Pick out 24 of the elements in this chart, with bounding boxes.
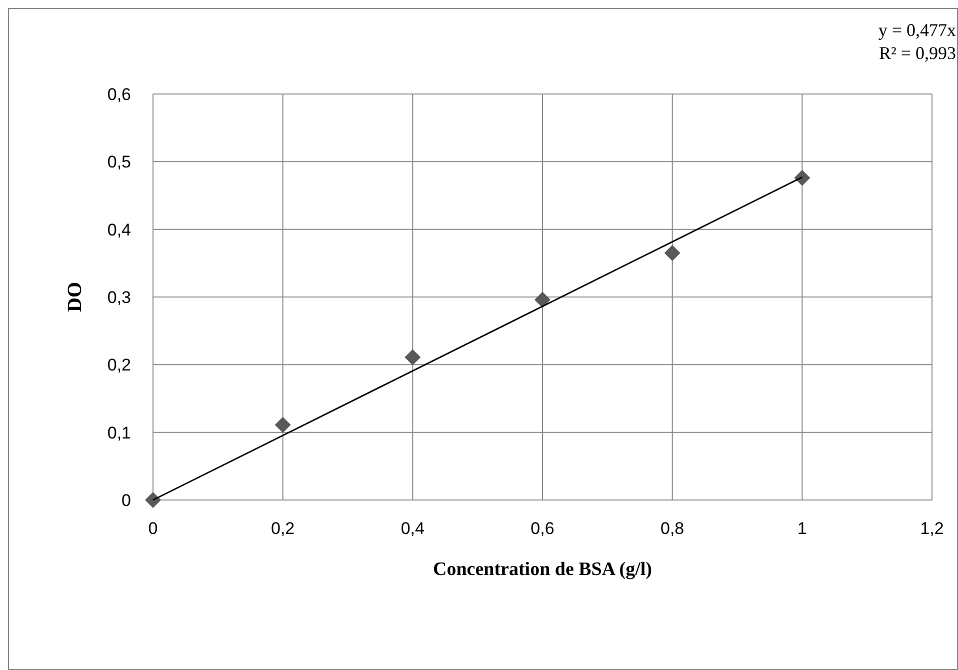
point (145, 492, 161, 508)
point (274, 416, 291, 433)
x-axis-title: Concentration de BSA (g/l) (432, 559, 652, 580)
point (534, 292, 550, 308)
y-axis-title: DO (64, 282, 86, 312)
y-tick-label: 0,1 (107, 423, 131, 442)
point (794, 170, 810, 186)
x-tick-label: 0 (148, 519, 158, 538)
x-tick-label: 1,2 (920, 519, 944, 538)
y-tick-label: 0,2 (107, 356, 131, 375)
y-tick-label: 0,6 (107, 84, 131, 104)
x-tick-label: 0,6 (530, 519, 554, 538)
y-tick-label: 0 (122, 490, 131, 510)
point (664, 245, 680, 262)
text: R² = 0,993 (878, 43, 956, 63)
x-tick-label: 0,8 (660, 519, 684, 538)
x-tick-label: 0,2 (271, 519, 295, 538)
x-tick-label: 0,4 (400, 519, 424, 538)
y-tick-label: 0,4 (107, 220, 131, 240)
x-tick-label: 1 (797, 519, 807, 538)
text: y = 0,477x (878, 20, 956, 40)
point (404, 349, 421, 366)
y-tick-label: 0,3 (107, 288, 131, 307)
y-tick-label: 0,5 (107, 152, 131, 172)
